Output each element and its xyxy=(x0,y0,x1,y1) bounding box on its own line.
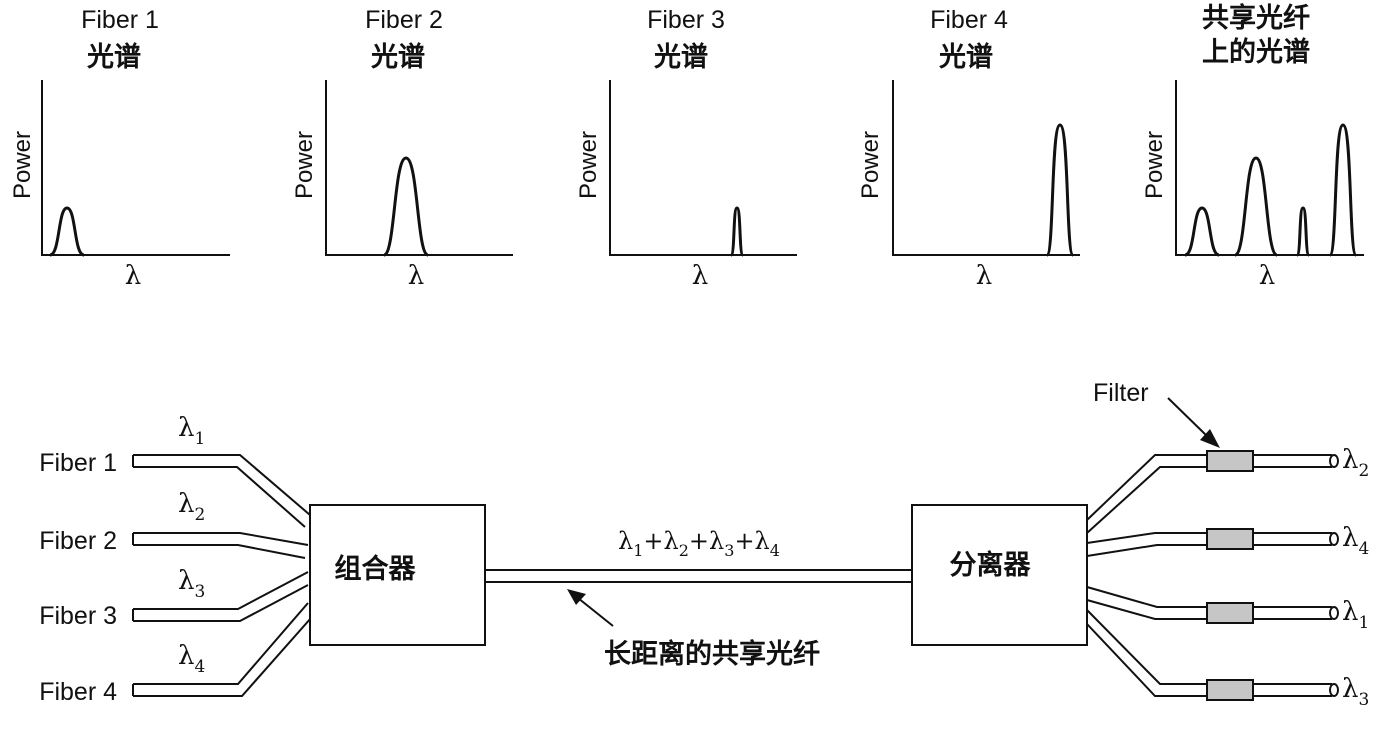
input-fiber-1-line-top xyxy=(133,454,311,516)
input-label-fiber-3: Fiber 3 xyxy=(39,602,117,630)
x-axis-label: λ xyxy=(976,261,992,291)
input-wavelength-2: λ2 xyxy=(178,489,205,525)
output-fiber-3-line-bottom xyxy=(1086,599,1332,620)
spectrum-peak-3 xyxy=(1295,206,1311,257)
panel-subtitle: 光谱 xyxy=(653,41,708,73)
input-wavelength-1: λ1 xyxy=(178,413,205,449)
spectrum-panel-shared: 共享光纤 上的光谱 Power λ xyxy=(1141,2,1364,291)
output-fiber-2-line-top xyxy=(1086,532,1332,544)
output-fiber-1-end xyxy=(1329,454,1339,468)
x-axis-label: λ xyxy=(692,261,708,291)
spectrum-peak-2 xyxy=(1233,156,1279,257)
filter-label: Filter xyxy=(1093,379,1149,407)
output-fiber-4-line-top xyxy=(1086,609,1332,685)
input-fiber-2-line-bottom xyxy=(133,544,306,559)
filter-2 xyxy=(1206,528,1254,550)
spectrum-peak-4 xyxy=(1328,123,1358,257)
axis-lines xyxy=(41,80,230,256)
input-wavelength-4: λ4 xyxy=(178,641,205,677)
filter-arrow-line xyxy=(1167,397,1209,438)
y-axis-label: Power xyxy=(9,131,36,199)
filter-3 xyxy=(1206,602,1254,624)
axis-lines xyxy=(892,80,1080,256)
input-label-fiber-2: Fiber 2 xyxy=(39,527,117,555)
spectrum-peak xyxy=(49,206,85,257)
spectrum-peak-1 xyxy=(1184,206,1220,257)
input-fiber-3-line-top xyxy=(133,571,309,610)
panel-subtitle: 光谱 xyxy=(370,41,425,73)
output-fiber-1-line-bottom xyxy=(1086,466,1332,534)
output-wavelength-3: λ1 xyxy=(1342,597,1369,633)
spectrum-peak xyxy=(382,156,430,257)
output-wavelength-2: λ4 xyxy=(1342,523,1369,559)
axis-lines xyxy=(1175,80,1364,256)
output-fiber-4-line-bottom xyxy=(1086,623,1332,697)
y-axis-label: Power xyxy=(1141,131,1168,199)
spectrum-peak xyxy=(1045,123,1075,257)
input-fiber-4-line-top xyxy=(133,602,309,685)
axis-lines xyxy=(609,80,797,256)
combiner-box xyxy=(309,504,486,646)
input-fiber-4-line-bottom xyxy=(133,617,312,697)
splitter-label: 分离器 xyxy=(950,549,1032,581)
filter-1 xyxy=(1206,450,1254,472)
panel-subtitle: 光谱 xyxy=(86,41,141,73)
trunk-caption-arrow-head xyxy=(567,589,586,605)
output-fiber-3-end xyxy=(1329,606,1339,620)
input-fibers xyxy=(132,454,312,697)
x-axis-label: λ xyxy=(125,261,141,291)
combiner-label: 组合器 xyxy=(335,553,417,585)
input-label-fiber-4: Fiber 4 xyxy=(39,678,117,706)
output-fiber-2-end xyxy=(1329,532,1339,546)
spectrum-panel-fiber-3: Fiber 3 光谱 Power λ xyxy=(575,6,797,291)
panel-subtitle: 光谱 xyxy=(938,41,993,73)
output-fiber-3-line-top xyxy=(1086,586,1332,608)
output-wavelength-4: λ3 xyxy=(1342,674,1369,710)
input-wavelength-3: λ3 xyxy=(178,566,205,602)
splitter-box xyxy=(911,504,1088,646)
x-axis-label: λ xyxy=(1259,261,1275,291)
output-wavelength-1: λ2 xyxy=(1342,445,1369,481)
output-fibers xyxy=(1086,454,1339,697)
input-fiber-1-line-bottom xyxy=(133,466,306,528)
panel-title: Fiber 4 xyxy=(930,6,1008,34)
filter-arrow-head xyxy=(1200,429,1220,448)
panel-title: Fiber 1 xyxy=(81,6,159,34)
y-axis-label: Power xyxy=(291,131,318,199)
y-axis-label: Power xyxy=(575,131,602,199)
panel-subtitle: 上的光谱 xyxy=(1202,36,1310,68)
panel-title: 共享光纤 xyxy=(1202,2,1310,34)
filter-4 xyxy=(1206,679,1254,701)
trunk-wavelength-sum: λ1+λ2+λ3+λ4 xyxy=(618,527,780,560)
panel-title: Fiber 2 xyxy=(365,6,443,34)
input-label-fiber-1: Fiber 1 xyxy=(39,449,117,477)
axis-lines xyxy=(325,80,513,256)
trunk-caption-arrow-line xyxy=(577,597,614,627)
trunk-caption: 长距离的共享光纤 xyxy=(604,638,820,670)
input-fiber-2-line-top xyxy=(133,532,309,546)
output-fiber-1-line-top xyxy=(1086,454,1332,521)
y-axis-label: Power xyxy=(857,131,884,199)
x-axis-label: λ xyxy=(408,261,424,291)
spectrum-panel-fiber-1: Fiber 1 光谱 Power λ xyxy=(9,6,230,291)
output-fiber-4-end xyxy=(1329,683,1339,697)
output-fiber-2-line-bottom xyxy=(1086,544,1332,557)
input-fiber-3-line-bottom xyxy=(133,584,309,622)
spectrum-panel-fiber-2: Fiber 2 光谱 Power λ xyxy=(291,6,513,291)
panel-title: Fiber 3 xyxy=(647,6,725,34)
spectrum-panel-fiber-4: Fiber 4 光谱 Power λ xyxy=(857,6,1080,291)
spectrum-peak xyxy=(729,206,745,257)
